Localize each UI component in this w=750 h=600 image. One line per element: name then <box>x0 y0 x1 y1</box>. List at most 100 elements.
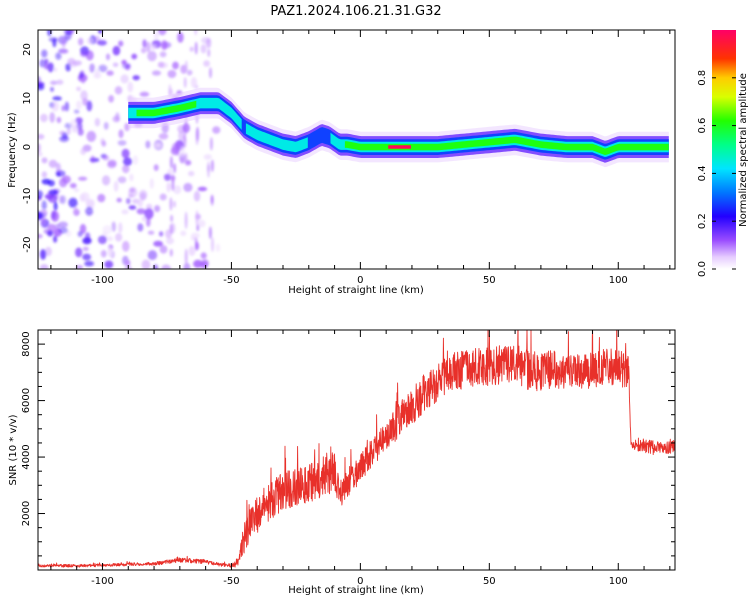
snr-ylabel: SNR (10 * v/v) <box>8 414 19 485</box>
noise-blob <box>48 189 58 196</box>
figure-title: PAZ1.2024.106.21.31.G32 <box>270 4 441 19</box>
spectrogram-xlabel: Height of straight line (km) <box>288 285 424 296</box>
noise-blob <box>40 249 47 260</box>
noise-blob <box>188 246 196 256</box>
noise-blob <box>97 193 106 203</box>
noise-blob <box>38 133 45 140</box>
noise-blob <box>102 175 111 186</box>
noise-blob <box>47 223 56 233</box>
noise-blob <box>97 40 107 46</box>
noise-blob <box>183 182 193 192</box>
noise-blob <box>107 236 113 242</box>
noise-blob <box>146 203 153 210</box>
noise-blob <box>47 230 54 237</box>
colorbar-label: Normalized spectral amplitude <box>738 73 749 227</box>
noise-blob <box>112 45 121 56</box>
noise-blob <box>137 223 144 232</box>
x-tick-label: 50 <box>483 576 496 587</box>
spectrogram-ylabel: Frequency (Hz) <box>7 112 18 188</box>
snr-frame <box>37 329 676 571</box>
noise-blob <box>61 175 71 184</box>
noise-blob <box>141 47 147 54</box>
noise-blob <box>59 195 66 205</box>
noise-blob <box>85 198 95 207</box>
noise-blob <box>200 252 207 259</box>
noise-blob <box>128 205 137 210</box>
noise-blob <box>115 233 123 242</box>
noise-blob <box>41 157 48 164</box>
noise-blob <box>107 246 113 258</box>
noise-blob <box>58 221 68 228</box>
noise-blob <box>171 142 180 153</box>
noise-blob <box>41 178 51 185</box>
noise-blob <box>59 49 69 54</box>
noise-blob <box>77 231 83 237</box>
noise-blob <box>82 237 92 245</box>
noise-blob <box>153 31 160 40</box>
noise-blob <box>117 140 127 146</box>
noise-blob <box>100 250 107 258</box>
noise-blob <box>51 210 56 220</box>
noise-blob <box>90 155 96 164</box>
noise-blob <box>104 260 114 269</box>
spectrogram-frame <box>37 29 676 270</box>
noise-blob <box>158 133 169 140</box>
noise-blob <box>56 79 64 85</box>
noise-blob <box>172 61 179 70</box>
y-tick-label: 8000 <box>21 331 32 356</box>
noise-blob <box>123 157 133 166</box>
noise-blob <box>107 161 117 169</box>
spectral-ridge <box>128 87 669 168</box>
noise-blob <box>151 70 162 76</box>
noise-blob <box>44 58 49 64</box>
noise-blob <box>41 200 47 211</box>
noise-blob <box>198 219 206 228</box>
noise-blob <box>55 162 61 174</box>
y-tick-label: -20 <box>22 236 33 252</box>
colorbar-ticks: 0.0 0.2 0.4 0.6 0.8 <box>697 70 736 277</box>
noise-blob <box>53 67 58 72</box>
noise-blob <box>129 173 134 182</box>
noise-blob <box>153 164 159 172</box>
noise-blob <box>208 226 212 240</box>
x-tick-label: -100 <box>91 275 114 286</box>
noise-blob <box>73 188 80 193</box>
noise-blob <box>97 235 107 245</box>
x-tick-label: -100 <box>91 576 114 587</box>
y-tick-label: 2000 <box>21 501 32 526</box>
noise-blob <box>49 112 55 123</box>
y-tick-label: 20 <box>22 43 33 56</box>
noise-blob <box>142 39 147 48</box>
x-tick-label: 100 <box>609 576 628 587</box>
noise-blob <box>139 91 150 97</box>
noise-blob <box>173 200 176 208</box>
noise-blobs <box>38 30 221 269</box>
ridge-band <box>344 136 669 155</box>
noise-blob <box>173 185 182 195</box>
noise-blob <box>179 146 186 157</box>
noise-blob <box>86 37 94 45</box>
noise-blob <box>141 216 146 222</box>
noise-blob <box>94 117 101 127</box>
noise-blob <box>124 259 131 267</box>
y-tick-label: -10 <box>22 188 33 204</box>
noise-blob <box>48 37 58 42</box>
noise-blob <box>78 37 84 46</box>
noise-blob <box>207 48 211 58</box>
noise-blob <box>184 152 188 166</box>
noise-blob <box>71 125 79 133</box>
noise-blob <box>188 170 195 177</box>
noise-blob <box>48 159 58 168</box>
noise-blob <box>126 197 131 205</box>
ridge-band <box>330 132 669 157</box>
y-tick-label: 6000 <box>21 388 32 413</box>
noise-blob <box>169 248 173 257</box>
colorbar-fill <box>712 30 736 269</box>
noise-blob <box>159 51 167 58</box>
noise-blob <box>193 190 201 202</box>
noise-blob <box>169 156 173 169</box>
noise-blob <box>66 127 71 135</box>
noise-blob <box>80 192 90 202</box>
